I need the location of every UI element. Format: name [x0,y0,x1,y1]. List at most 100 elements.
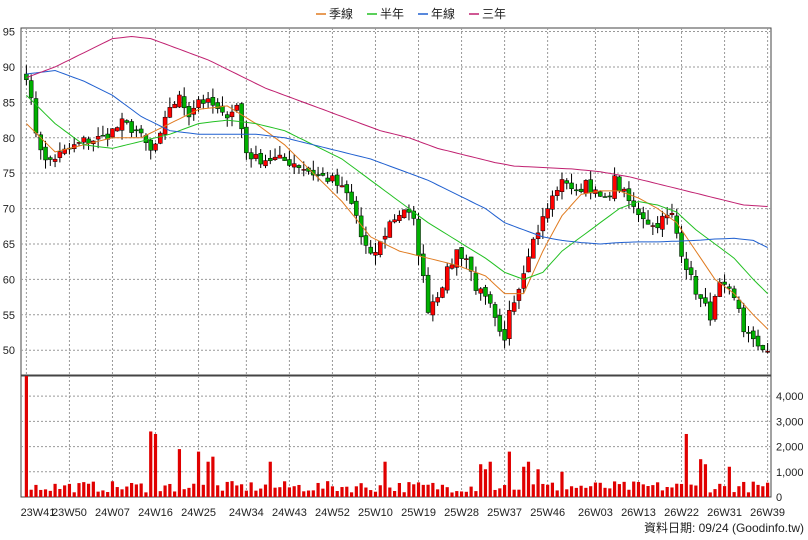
volume-tick-label: 4,000 [776,391,804,403]
volume-bar [612,481,617,497]
candle-body [272,156,278,160]
candle-body [148,139,153,151]
volume-bar [254,490,258,497]
volume-bar [58,488,62,497]
candle-body [698,294,703,299]
volume-bar [302,491,306,497]
x-tick-label: 23W50 [52,507,87,519]
volume-bar [230,481,234,497]
candle-body [559,179,565,193]
candle-body [760,345,766,350]
volume-bar [149,431,153,497]
x-tick-label: 26W22 [664,507,699,519]
candle-body [291,163,297,168]
candle-body [492,304,498,318]
volume-axis-ticks: 0 1,000 2,000 3,000 4,000 [776,391,804,504]
candle-body [617,176,622,192]
volume-bar [579,485,583,497]
candle-body [722,281,727,285]
volume-bar [297,484,301,497]
candle-body [48,157,53,160]
candle-body [425,274,431,313]
x-tick-label: 26W13 [621,507,656,519]
candle-body [674,215,679,234]
volume-bar [378,485,382,497]
candle-body [650,225,656,227]
volume-bar [163,485,167,497]
candle-body [268,158,273,162]
candle-body [210,97,216,106]
candle-body [574,189,579,192]
volume-bar [517,489,521,497]
volume-bar [593,482,598,497]
candle-body [554,190,560,196]
candle-body [454,249,460,268]
volume-bar [91,481,95,497]
x-tick-label: 26W39 [750,507,785,519]
volume-bar [507,451,511,497]
x-tick-label: 25W46 [530,507,565,519]
candle-body [483,287,488,297]
volume-bar [383,461,387,497]
candle-body [459,247,464,259]
candle-body [81,137,87,143]
volume-bar [34,484,38,497]
candle-body [234,104,240,111]
candle-body [334,174,340,186]
volume-bar [106,492,110,497]
candle-body [488,294,493,304]
volume-bar [115,487,119,497]
candle-body [363,235,369,246]
volume-bar [125,486,129,497]
candle-body [115,127,120,132]
price-tick-label: 90 [3,62,15,74]
volume-bar [101,490,105,497]
candle-body [511,302,517,312]
candle-body [444,266,450,291]
volume-bar [48,490,52,497]
volume-bar [421,484,425,497]
volume-bar [369,490,373,497]
volume-bar [273,487,277,497]
volume-bar [407,482,411,497]
volume-bar [268,461,272,497]
volume-bar [321,488,325,497]
volume-bar [77,483,81,497]
volume-bar [459,491,464,497]
volume-bar [498,488,502,497]
candle-body [468,256,474,272]
volume-bar [531,484,535,497]
volume-bar [129,482,134,497]
volume-bar [670,487,674,497]
candle-body [507,310,512,339]
ma-line [26,69,768,248]
candle-body [205,98,211,103]
x-tick-label: 26W03 [578,507,613,519]
x-tick-label: 25W28 [444,507,479,519]
volume-bar [732,492,736,497]
candle-body [86,138,91,144]
volume-bar [393,490,397,497]
price-tick-label: 80 [3,133,15,145]
volume-bar [158,491,162,497]
candle-body [124,120,130,123]
candle-body [28,80,34,98]
x-tick-label: 26W31 [707,507,742,519]
volume-bar [63,485,67,497]
volume-bar [354,486,358,497]
volume-bar [574,487,578,497]
volume-bar [416,482,421,497]
volume-bar [153,433,158,497]
candle-body [597,191,603,197]
candle-body [684,258,689,270]
volume-bar [345,486,349,497]
volume-bar [120,489,124,497]
candle-body [607,195,613,198]
volume-bar [72,492,76,497]
candle-body [296,165,302,168]
volume-bar [694,485,698,497]
candle-body [435,297,440,303]
candle-body [349,191,354,204]
volume-bar [493,489,497,497]
volume-bar [24,376,28,497]
